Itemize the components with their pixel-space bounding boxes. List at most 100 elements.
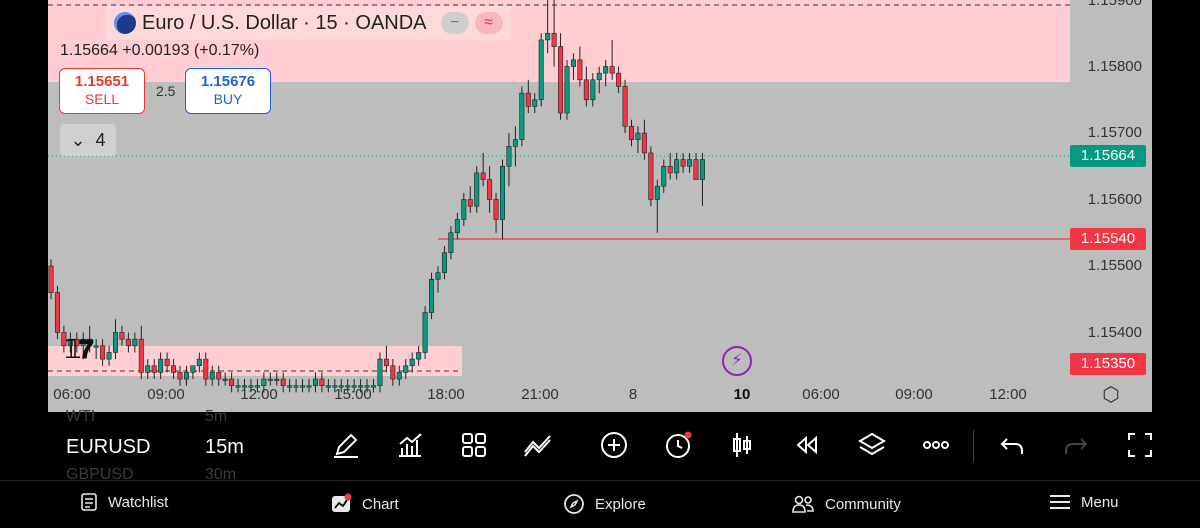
symbol-header[interactable]: Euro / U.S. Dollar · 15 · OANDA − ≈ [106,6,511,40]
candle-body [306,385,312,388]
nav-community-label: Community [825,495,901,513]
buy-price: 1.15676 [200,73,256,90]
time-axis-label: 15:00 [334,386,372,403]
price-axis-label: 1.15600 [1087,191,1142,208]
candle-body [370,385,376,388]
candle-body [493,199,499,220]
nav-watchlist-label: Watchlist [108,493,169,511]
bottom-navigation: Watchlist Chart Explore Community Menu [0,480,1200,528]
tradingview-logo: 𝟙𝟕 [64,334,93,364]
candle-body [235,385,241,388]
candle-body [570,59,576,67]
nav-menu-label: Menu [1081,493,1119,511]
nav-chart[interactable]: Chart [330,493,399,515]
price-axis-label: 1.15500 [1087,257,1142,274]
price-axis-label: 1.15800 [1087,58,1142,75]
candle-body [551,32,557,47]
price-axis-label: 1.15900 [1087,0,1142,9]
nav-explore[interactable]: Explore [563,493,646,515]
candle-body [119,332,125,340]
time-axis-label: 09:00 [895,386,933,403]
candle-body [280,378,286,386]
nav-chart-label: Chart [362,495,399,513]
candle-body [467,199,473,207]
candle-body [429,278,435,313]
candle-body [474,172,480,207]
candle-body [622,86,628,127]
candle-body [641,132,647,154]
nav-menu[interactable]: Menu [1049,493,1119,511]
candle-body [113,332,119,353]
chart-canvas[interactable]: Euro / U.S. Dollar · 15 · OANDA − ≈ 1.15… [48,0,1070,412]
pen-drawing-icon[interactable] [331,430,361,460]
undo-icon[interactable] [997,430,1027,460]
candle-body [132,338,138,347]
wave-icon[interactable]: ≈ [474,12,503,34]
candle-body [383,358,389,367]
current-price-tag: 1.15664 [1070,145,1146,167]
settings-icon[interactable]: ⬡ [1102,384,1120,406]
time-axis-label: 12:00 [989,386,1027,403]
candle-body [203,358,209,380]
candle-body [525,92,531,107]
candle-body [48,265,54,293]
candle-body [699,159,705,180]
candle-body [377,358,383,387]
candle-body [512,139,518,147]
candle-body [319,378,325,386]
redo-icon [1065,438,1088,454]
watchlist-ghost-symbol: GBPUSD [66,466,134,483]
candles-icon[interactable] [727,430,757,460]
alert-clock-icon[interactable] [663,430,693,460]
time-axis-label: 10 [733,386,751,403]
compare-lines-icon[interactable] [523,430,553,460]
candle-body [441,252,447,273]
candle-body [145,365,151,373]
sell-price: 1.15651 [74,73,130,90]
candle-body [661,165,667,187]
more-icon[interactable] [921,430,951,460]
candle-body [577,59,583,81]
watchlist-ghost-symbol: WTI [66,408,96,425]
chevron-down-icon: ⌄ [70,129,86,150]
candle-body [422,312,428,353]
add-icon[interactable] [599,430,629,460]
candle-body [583,79,589,101]
watchlist-symbol[interactable]: EURUSD [66,436,151,458]
candle-body [487,179,493,200]
candle-body [300,385,306,388]
currency-flag-icon [114,12,136,34]
candle-body [390,365,396,380]
nav-watchlist[interactable]: Watchlist [80,493,168,511]
sell-button[interactable]: 1.15651 SELL [59,68,145,114]
buy-button[interactable]: 1.15676 BUY [185,68,271,114]
layers-icon[interactable] [857,430,887,460]
lightning-icon[interactable]: ⚡ [722,346,752,376]
candle-body [325,385,331,388]
candle-body [519,92,525,140]
candle-body [177,372,183,380]
candle-body [461,199,467,220]
candle-body [564,66,570,114]
screen-right-edge [1152,0,1200,412]
candlestick-chart[interactable] [48,0,1070,412]
collapse-icon[interactable]: − [440,12,469,34]
time-axis-label: 09:00 [147,386,185,403]
nav-community[interactable]: Community [791,493,901,515]
indicators-icon[interactable] [395,430,425,460]
candle-body [603,66,609,74]
candle-body [229,378,235,386]
candle-body [545,32,551,41]
buy-label: BUY [213,91,243,107]
candle-body [648,152,654,200]
symbol-title[interactable]: Euro / U.S. Dollar · 15 · OANDA [142,11,427,34]
price-axis[interactable]: 1.15900 1.15800 1.15700 1.15600 1.15500 … [1070,0,1152,412]
watchlist-interval[interactable]: 15m [205,436,244,458]
candle-body [61,332,67,347]
layouts-grid-icon[interactable] [459,430,489,460]
indicators-toggle[interactable]: ⌄ 4 [60,124,116,156]
candle-body [267,378,273,381]
fullscreen-icon[interactable] [1125,430,1155,460]
hamburger-icon [1050,495,1070,509]
replay-icon[interactable] [791,430,821,460]
